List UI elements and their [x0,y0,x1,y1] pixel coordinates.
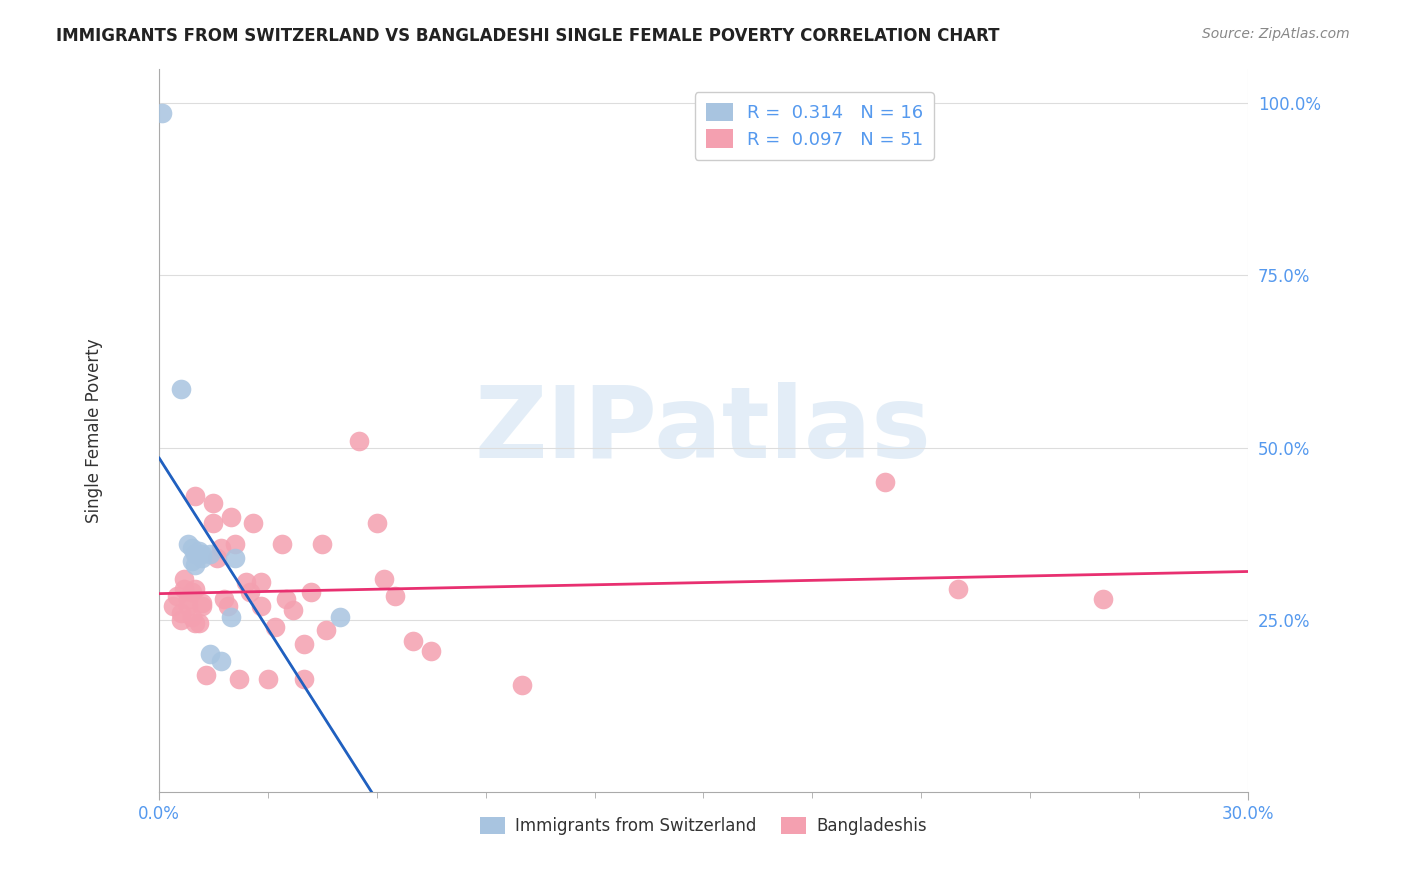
Y-axis label: Single Female Poverty: Single Female Poverty [86,338,103,523]
Point [292,637,315,651]
Point [283,602,305,616]
Point [177,592,200,607]
Point [946,582,969,596]
Point [198,648,221,662]
Point [292,672,315,686]
Point [212,592,235,607]
Point [191,550,214,565]
Point [202,496,225,510]
Point [347,434,370,448]
Point [373,572,395,586]
Point [191,548,214,562]
Point [162,599,184,614]
Point [184,548,207,562]
Point [169,606,191,620]
Point [195,668,218,682]
Point [1091,592,1114,607]
Point [187,616,209,631]
Point [221,609,243,624]
Point [184,489,207,503]
Point [224,537,246,551]
Point [184,616,207,631]
Point [402,633,425,648]
Point [173,582,195,596]
Point [235,575,257,590]
Text: ZIPatlas: ZIPatlas [475,382,932,479]
Point [209,654,232,668]
Point [420,644,443,658]
Point [198,548,221,562]
Point [184,582,207,596]
Legend: R =  0.314   N = 16, R =  0.097   N = 51: R = 0.314 N = 16, R = 0.097 N = 51 [695,92,934,160]
Point [173,572,195,586]
Point [384,589,406,603]
Point [209,541,232,555]
Point [180,585,202,599]
Point [264,620,287,634]
Point [169,382,191,396]
Point [166,589,188,603]
Point [329,609,352,624]
Point [205,550,228,565]
Point [152,106,174,120]
Point [256,672,278,686]
Point [191,599,214,614]
Point [873,475,896,489]
Point [177,599,200,614]
Point [187,544,209,558]
Point [249,599,271,614]
Point [315,624,337,638]
Point [202,516,225,531]
Text: IMMIGRANTS FROM SWITZERLAND VS BANGLADESHI SINGLE FEMALE POVERTY CORRELATION CHA: IMMIGRANTS FROM SWITZERLAND VS BANGLADES… [56,27,1000,45]
Point [274,592,297,607]
Point [180,554,202,568]
Point [299,585,322,599]
Point [228,672,250,686]
Point [510,678,533,692]
Point [180,609,202,624]
Point [177,537,200,551]
Point [249,575,271,590]
Point [191,596,214,610]
Point [184,558,207,572]
Point [217,599,239,614]
Text: Source: ZipAtlas.com: Source: ZipAtlas.com [1202,27,1350,41]
Point [221,509,243,524]
Point [224,550,246,565]
Point [180,541,202,555]
Point [239,585,262,599]
Point [271,537,294,551]
Point [311,537,333,551]
Point [242,516,264,531]
Point [169,613,191,627]
Point [366,516,388,531]
